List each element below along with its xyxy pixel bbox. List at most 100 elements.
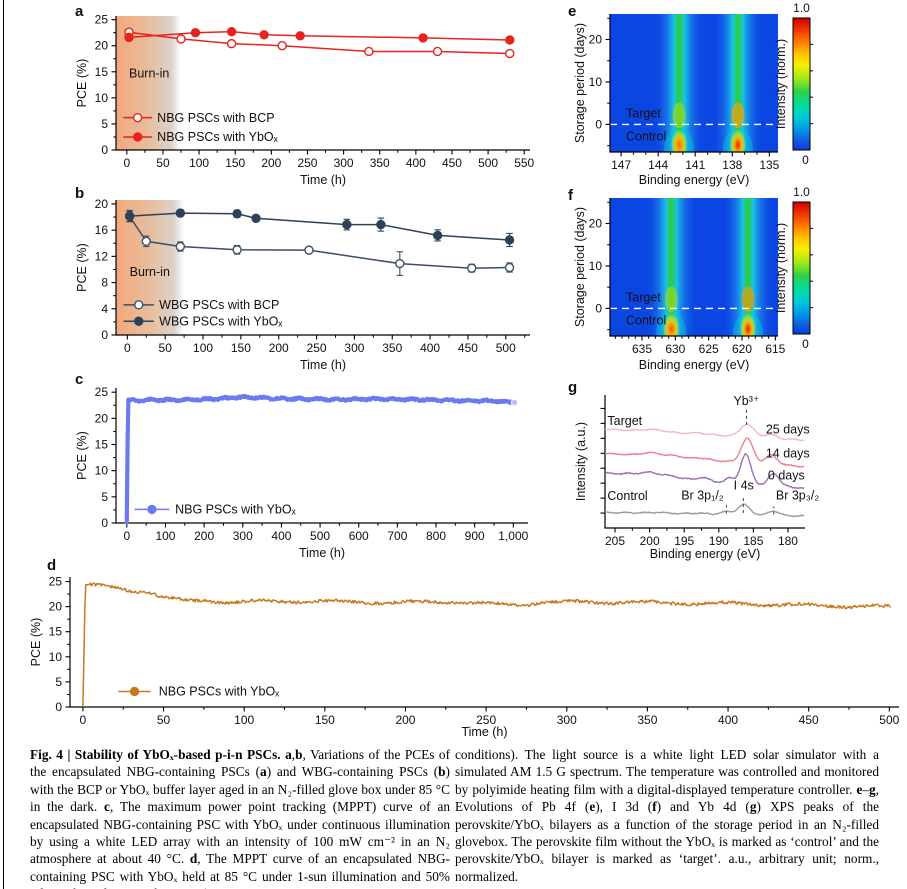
legend-marker — [147, 504, 157, 515]
x-tick-label: 300 — [233, 529, 253, 543]
x-tick-label: 1,000 — [498, 529, 528, 543]
caption-run: conditions). The light source is a white… — [455, 747, 879, 797]
control-label: Control — [626, 129, 666, 143]
x-tick-label: 400 — [420, 341, 440, 355]
x-tick-label: 147 — [611, 158, 631, 172]
data-point — [124, 32, 134, 43]
caption-run: ) with the BCP or YbOₓ buffer layer aged… — [30, 764, 450, 815]
x-tick-label: 400 — [406, 156, 426, 170]
x-tick-label: 150 — [225, 156, 245, 170]
ticks: 0 50 100 150 200 250 300 350 400 450 500 0 5 10 15 20 25 — [49, 575, 900, 727]
panel-letter-d: d — [47, 557, 56, 574]
x-tick-label: 50 — [159, 341, 173, 355]
end-marker — [510, 398, 519, 406]
legend: WBG PSCs with BCP WBG PSCs with YbOₓ — [123, 298, 283, 328]
caption-run: Fig. 4 | Stability of YbOₓ-based p-i-n P… — [30, 747, 286, 762]
x-tick-label: 190 — [709, 534, 729, 548]
caption-run: ) and Yb 4d ( — [656, 799, 750, 815]
y-tick-label: 0 — [595, 117, 602, 131]
x-tick-label: 50 — [156, 156, 170, 170]
ticks: 0 50 100 150 200 250 300 350 400 450 500 550 0 5 10 15 2… — [95, 13, 535, 170]
series-wbg-pscs-with-ybo- — [124, 208, 515, 248]
x-tick-label: 150 — [315, 713, 335, 727]
y-axis-label: PCE (%) — [75, 431, 89, 480]
burn-in-label: Burn-in — [129, 67, 169, 81]
caption-run: f — [652, 799, 657, 815]
y-tick-label: 20 — [589, 32, 603, 46]
data-point — [124, 211, 135, 221]
x-tick-label: 200 — [194, 529, 214, 543]
caption-run: a — [285, 747, 292, 762]
y-tick-label: 5 — [101, 490, 108, 504]
x-tick-label: 300 — [557, 713, 577, 727]
x-tick-label: 450 — [799, 713, 819, 727]
y-tick-label: 20 — [95, 39, 109, 53]
colorbar-axis-label: Intensity (norm.) — [774, 39, 788, 129]
y-tick-label: 5 — [55, 675, 62, 689]
data-point — [504, 262, 515, 273]
data-point — [364, 46, 374, 57]
data-point — [226, 26, 237, 37]
data-point — [295, 31, 305, 41]
x-tick-label: 600 — [349, 529, 369, 543]
caption-run: , Variations of the PCEs of the encapsul… — [30, 747, 451, 780]
data-point — [175, 208, 186, 218]
x-tick-label: 0 — [123, 529, 130, 543]
annotation-label: Br 3p₃/₂ — [776, 488, 819, 502]
y-tick-label: 20 — [589, 216, 603, 230]
caption-run: , The MPPT curve of an encapsulated NBG-… — [30, 851, 450, 889]
legend: NBG PSCs with BCP NBG PSCs with YbOₓ — [123, 111, 279, 144]
y-axis-label: Intensity (a.u.) — [574, 422, 588, 501]
y-tick-label: 5 — [101, 117, 108, 131]
burn-in-region — [116, 200, 185, 335]
caption-run: c — [104, 799, 110, 815]
x-tick-label: 350 — [637, 713, 657, 727]
caption-column-1: Fig. 4 | Stability of YbOₓ-based p-i-n P… — [30, 746, 450, 889]
x-axis-label: Time (h) — [461, 725, 507, 739]
y-tick-label: 25 — [95, 13, 109, 27]
mppt-trace — [124, 393, 517, 525]
y-tick-label: 12 — [95, 249, 109, 263]
page-left-border — [3, 0, 5, 889]
data-point — [304, 245, 314, 255]
panel-letter-f: f — [568, 187, 574, 204]
legend-label: NBG PSCs with BCP — [157, 111, 274, 125]
y-tick-label: 25 — [95, 385, 109, 399]
x-tick-label: 144 — [648, 158, 668, 172]
caption-run: , — [291, 747, 296, 762]
y-tick-label: 10 — [589, 259, 603, 273]
annotation-label: 25 days — [766, 423, 810, 437]
y-tick-label: 25 — [49, 575, 63, 589]
annotation-label: 0 days — [768, 469, 805, 483]
panel-d: d 0 50 100 150 200 250 300 350 400 450 500 0 5 10 15 20 2… — [29, 557, 900, 739]
y-tick-label: 20 — [95, 197, 109, 211]
data-point — [418, 33, 428, 43]
y-axis-label: PCE (%) — [75, 59, 89, 108]
y-axis-label: Storage period (days) — [573, 23, 587, 143]
y-tick-label: 15 — [95, 65, 109, 79]
x-tick-label: 195 — [674, 534, 694, 548]
x-tick-label: 0 — [123, 156, 130, 170]
burn-in-label: Burn-in — [130, 265, 170, 279]
colorbar: 1.0 0 Intensity (norm.) — [774, 1, 813, 167]
x-tick-label: 350 — [370, 156, 390, 170]
data-point — [175, 241, 186, 252]
xps-trace-0-days — [604, 453, 805, 490]
y-tick-label: 8 — [101, 276, 108, 290]
data-point — [232, 245, 242, 255]
caption-run: b — [438, 764, 446, 780]
legend-marker — [134, 300, 144, 310]
legend-label: NBG PSCs with YbOₓ — [159, 685, 280, 699]
annotation-label: Target — [607, 414, 642, 428]
data-point — [395, 258, 405, 269]
panel-letter-c: c — [75, 371, 83, 388]
x-tick-label: 625 — [699, 342, 719, 356]
x-tick-label: 635 — [632, 342, 652, 356]
colorbar-max-label: 1.0 — [793, 1, 810, 15]
control-label: Control — [626, 313, 666, 327]
x-tick-label: 100 — [155, 529, 175, 543]
heatmap-image — [610, 198, 778, 336]
y-tick-label: 15 — [95, 438, 109, 452]
